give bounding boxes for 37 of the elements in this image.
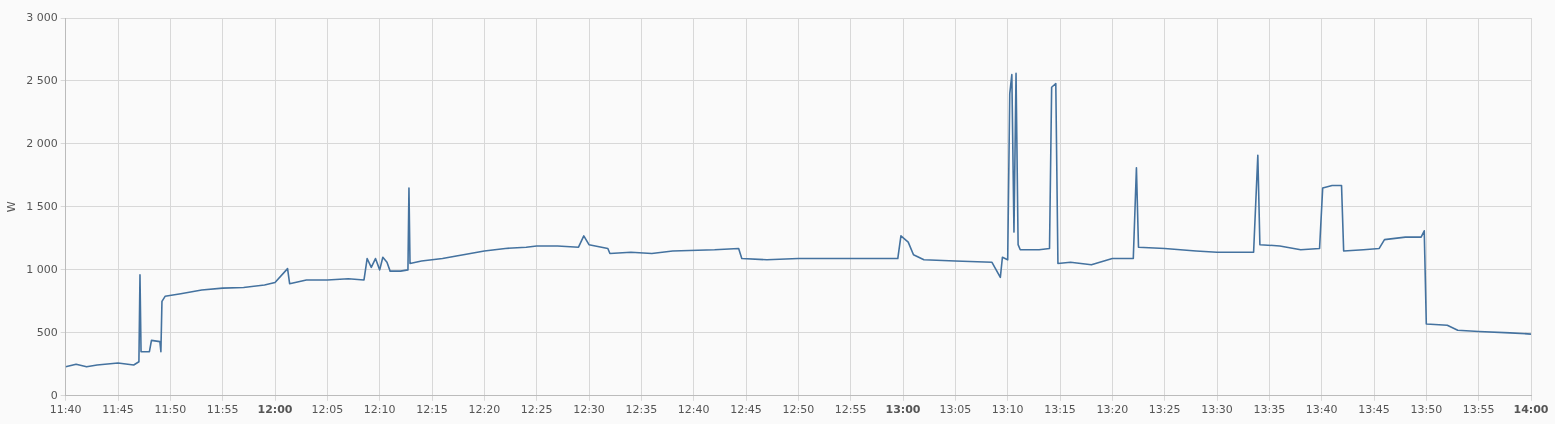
y-tick-label: 2 000 — [26, 136, 58, 150]
y-tick-label: 3 000 — [26, 10, 58, 24]
x-tick-label: 13:40 — [1305, 403, 1338, 417]
x-tick-label: 13:50 — [1410, 403, 1443, 417]
x-tick-label: 13:15 — [1044, 403, 1076, 417]
x-tick-label: 12:30 — [573, 403, 605, 417]
x-tick-label: 12:25 — [520, 403, 553, 417]
x-tick-label: 12:15 — [416, 403, 448, 417]
x-tick-label: 11:50 — [154, 403, 187, 417]
x-tick-label: 13:30 — [1201, 403, 1233, 417]
x-tick-label: 13:10 — [991, 403, 1024, 417]
x-tick-label: 12:10 — [363, 403, 396, 417]
x-tick-label: 12:45 — [730, 403, 762, 417]
x-tick-label: 11:45 — [102, 403, 134, 417]
x-tick-label: 11:40 — [49, 403, 82, 417]
x-tick-label: 14:00 — [1513, 403, 1549, 417]
x-tick-label: 13:55 — [1462, 403, 1495, 417]
x-tick-label: 12:00 — [257, 403, 293, 417]
y-tick-label: 2 500 — [26, 73, 58, 87]
x-tick-label: 13:00 — [885, 403, 921, 417]
y-tick-label: 500 — [36, 325, 58, 339]
x-tick-label: 13:45 — [1358, 403, 1390, 417]
y-tick-label: 1 500 — [26, 199, 58, 213]
y-tick-label: 1 000 — [26, 262, 58, 276]
x-tick-label: 13:35 — [1253, 403, 1286, 417]
x-tick-label: 11:55 — [206, 403, 239, 417]
x-tick-label: 12:40 — [677, 403, 710, 417]
x-tick-label: 12:35 — [625, 403, 658, 417]
x-tick-label: 13:05 — [939, 403, 972, 417]
x-tick-label: 13:20 — [1096, 403, 1129, 417]
y-axis-title: W — [5, 201, 19, 213]
x-tick-label: 12:55 — [834, 403, 867, 417]
x-tick-label: 12:50 — [782, 403, 815, 417]
y-tick-label: 0 — [50, 388, 58, 402]
x-tick-label: 13:25 — [1148, 403, 1181, 417]
x-tick-label: 12:20 — [468, 403, 501, 417]
x-tick-label: 12:05 — [311, 403, 344, 417]
